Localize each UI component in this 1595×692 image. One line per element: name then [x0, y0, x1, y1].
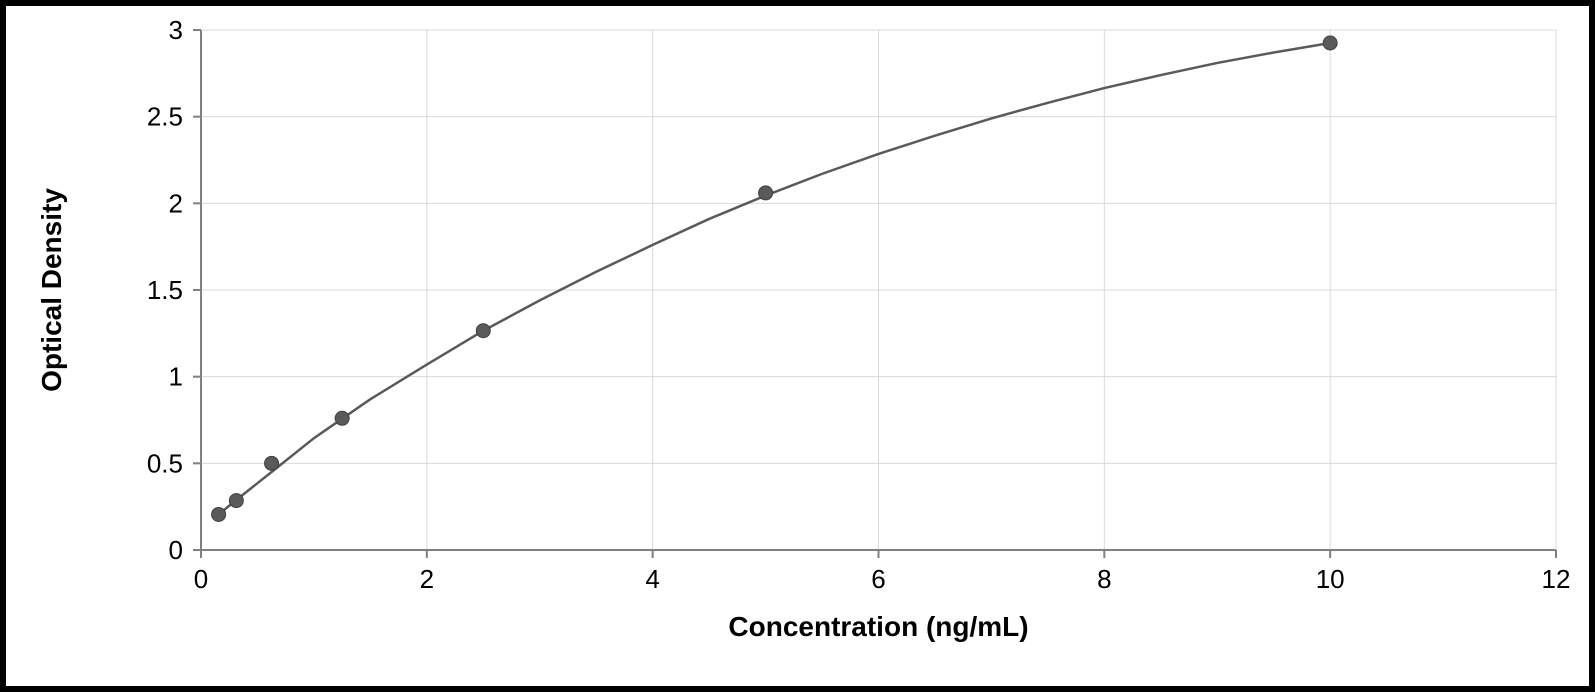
x-tick-label: 12	[1542, 564, 1571, 594]
y-tick-label: 2	[169, 188, 183, 218]
data-point	[229, 494, 243, 508]
data-point	[212, 507, 226, 521]
y-tick-label: 1.5	[147, 275, 183, 305]
data-point	[335, 411, 349, 425]
y-tick-label: 0.5	[147, 448, 183, 478]
y-axis-label: Optical Density	[36, 188, 67, 392]
x-tick-label: 10	[1316, 564, 1345, 594]
data-point	[1323, 36, 1337, 50]
x-axis-label: Concentration (ng/mL)	[728, 611, 1028, 642]
y-tick-label: 3	[169, 15, 183, 45]
data-point	[265, 456, 279, 470]
x-tick-label: 2	[420, 564, 434, 594]
x-tick-label: 6	[871, 564, 885, 594]
data-point	[759, 186, 773, 200]
standard-curve-chart: 0 2 4 6 8 10 12 0 0.5 1 1.5 2 2.5 3 Concentration (ng/…	[6, 6, 1589, 686]
chart-frame: 0 2 4 6 8 10 12 0 0.5 1 1.5 2 2.5 3 Concentration (ng/…	[0, 0, 1595, 692]
x-tick-label: 0	[194, 564, 208, 594]
data-point	[476, 324, 490, 338]
x-tick-label: 8	[1097, 564, 1111, 594]
y-tick-label: 1	[169, 362, 183, 392]
y-tick-label: 0	[169, 535, 183, 565]
x-tick-label: 4	[645, 564, 659, 594]
y-tick-label: 2.5	[147, 102, 183, 132]
